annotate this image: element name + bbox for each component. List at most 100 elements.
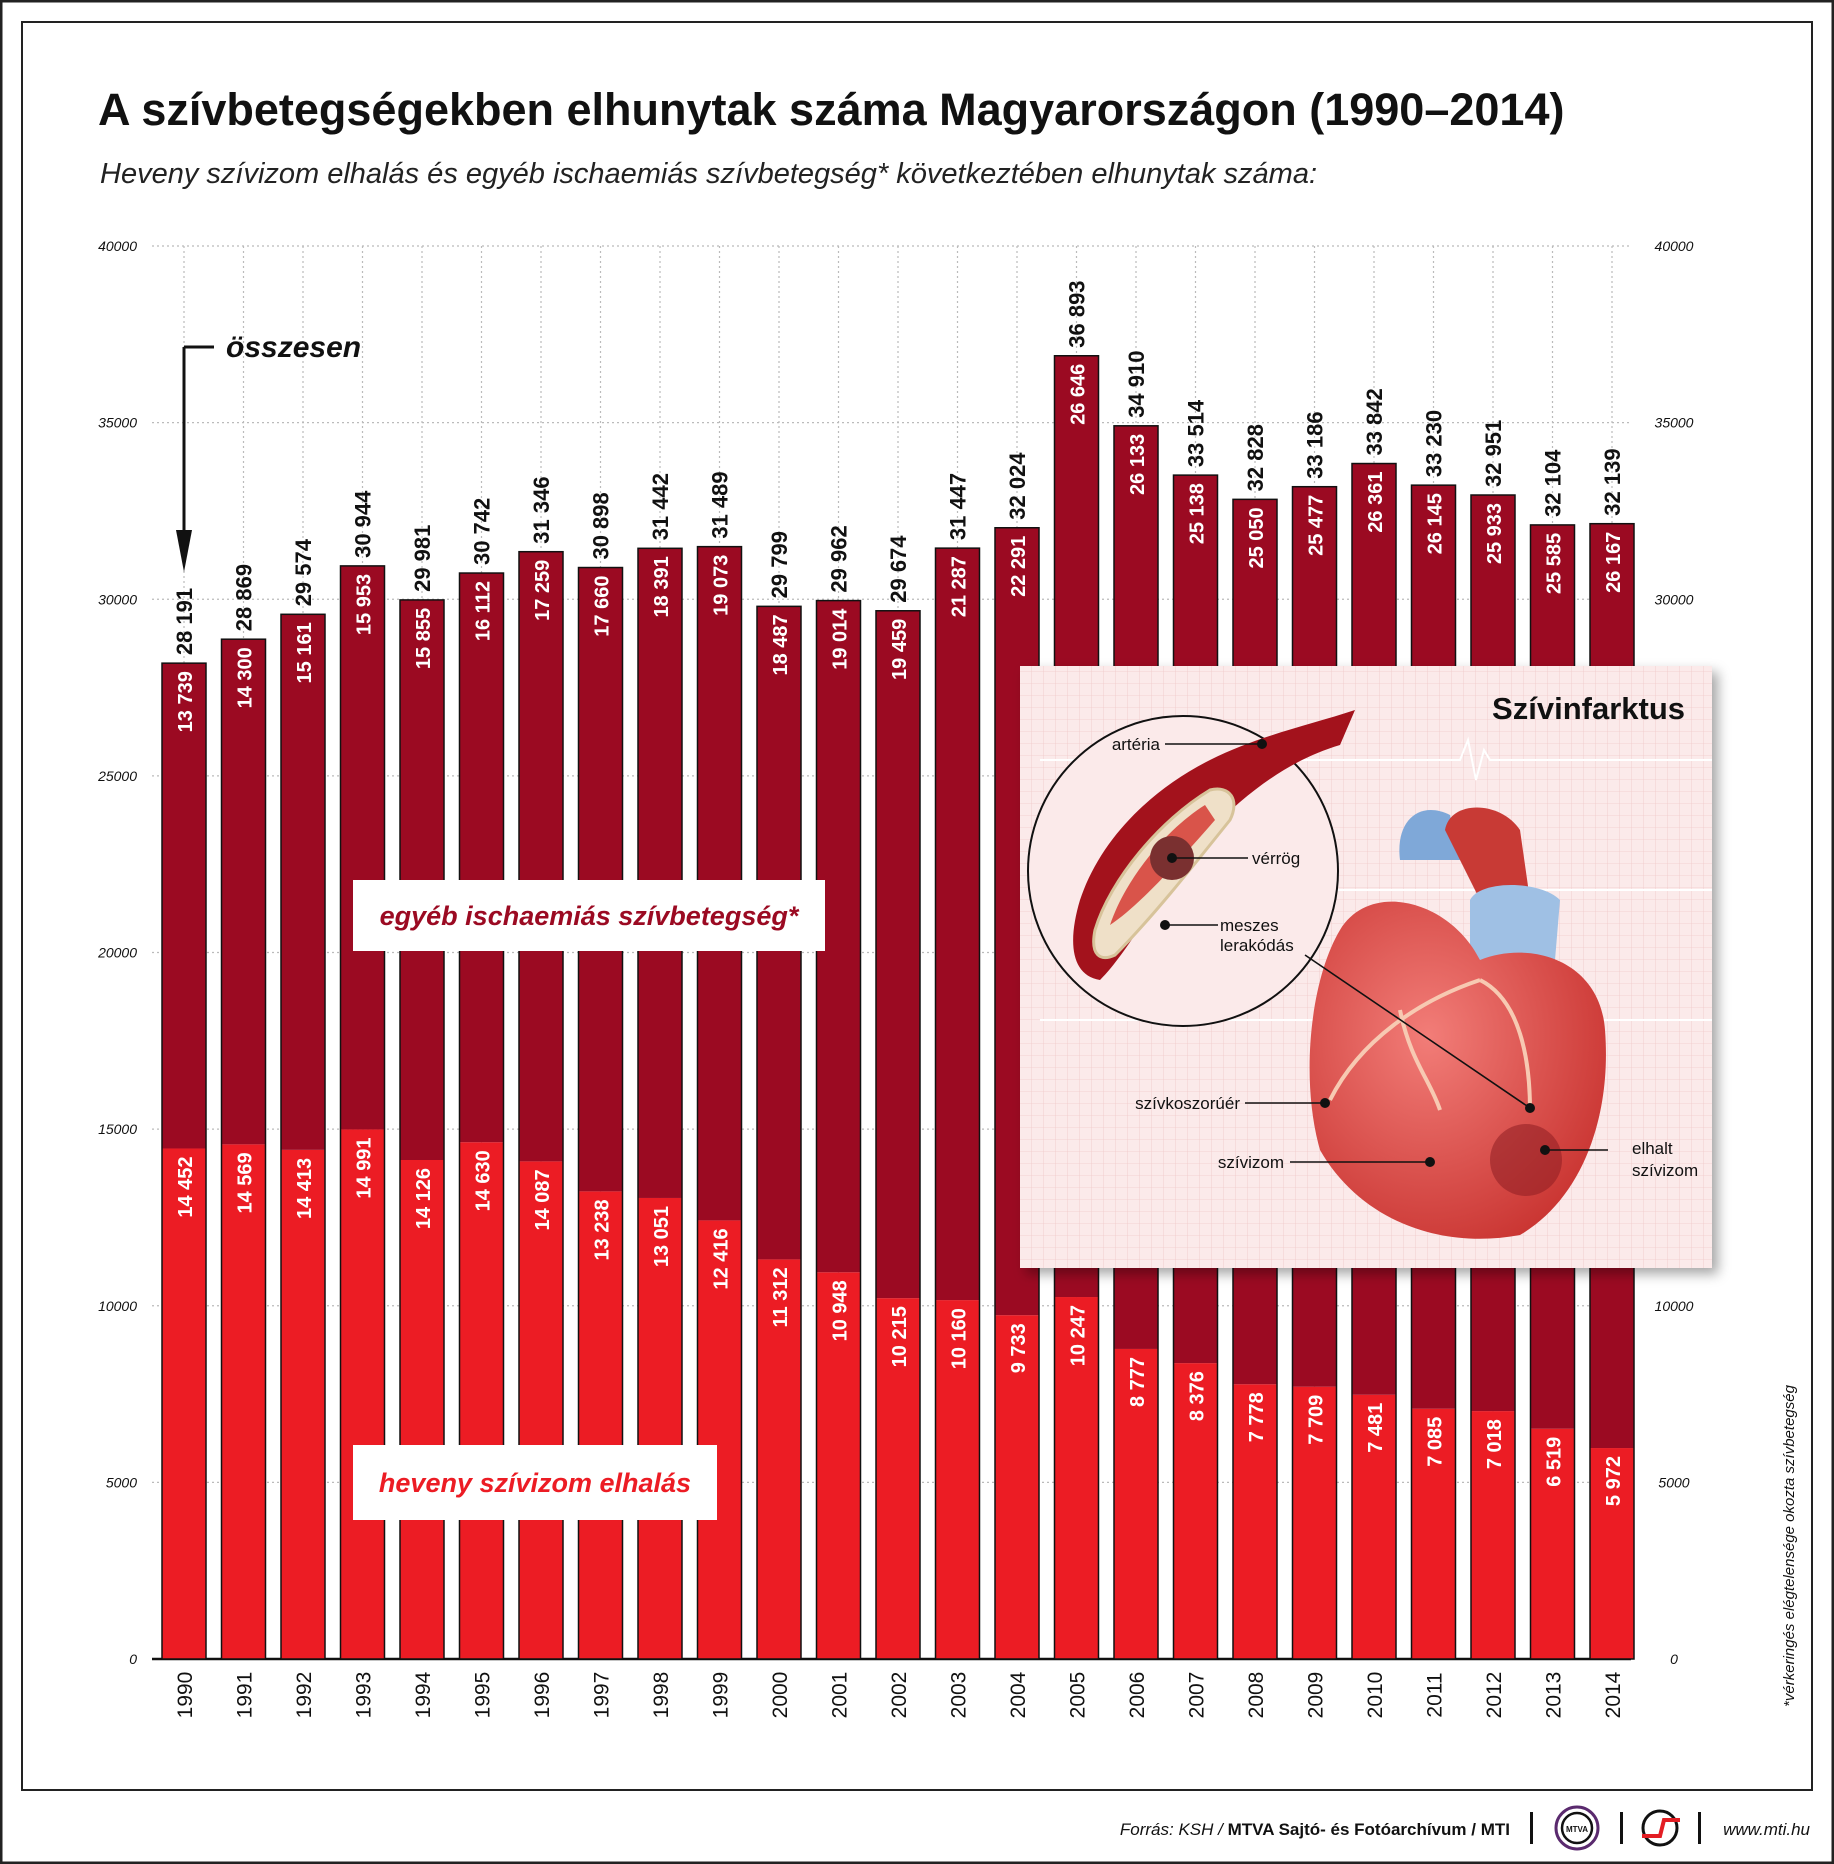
data-label-other: 25 138	[1187, 483, 1209, 544]
mti-logo-mark	[1642, 1818, 1680, 1838]
data-label-total: 31 346	[529, 476, 554, 543]
x-tick-label: 2006	[1126, 1672, 1149, 1719]
totals-callout: összesen	[176, 331, 361, 572]
x-tick-label: 1994	[412, 1671, 435, 1718]
data-label-acute: 14 087	[532, 1169, 554, 1230]
data-label-other: 16 112	[473, 581, 495, 641]
divider	[1698, 1812, 1701, 1844]
data-label-other: 18 487	[770, 614, 792, 675]
bar-acute	[400, 1159, 444, 1659]
bar-outline	[518, 550, 564, 1660]
data-label-total: 31 489	[708, 471, 733, 538]
bar-outline	[934, 547, 981, 1660]
label-verrog: vérrög	[1252, 849, 1300, 868]
mtva-logo-text: MTVA	[1566, 1825, 1588, 1834]
data-label-total: 32 139	[1600, 448, 1625, 515]
bar-outline	[875, 610, 921, 1660]
bar-acute	[995, 1315, 1039, 1659]
y-tick-left: 40000	[98, 238, 137, 254]
data-label-total: 33 230	[1422, 410, 1447, 477]
data-label-other: 25 933	[1484, 503, 1506, 564]
label-meszes: meszes	[1220, 916, 1279, 935]
bar-acute	[1352, 1394, 1396, 1659]
data-label-acute: 12 416	[711, 1228, 733, 1289]
x-tick-label: 2010	[1364, 1672, 1387, 1719]
bar-other	[459, 573, 504, 1143]
data-label-other: 13 739	[175, 671, 197, 732]
vein-icon	[1399, 810, 1460, 860]
leader-dots	[1160, 739, 1550, 1167]
data-label-acute: 7 018	[1484, 1419, 1506, 1469]
bar-outline	[161, 662, 207, 1660]
bar-outline	[458, 572, 505, 1660]
label-arteria: artéria	[1112, 735, 1161, 754]
data-label-acute: 10 215	[889, 1306, 911, 1367]
coronary-artery-icon	[1328, 978, 1532, 1111]
x-tick-label: 2001	[829, 1672, 852, 1719]
data-label-acute: 14 630	[473, 1150, 495, 1211]
data-label-total: 29 674	[886, 535, 911, 603]
label-elhalt-szivizom: szívizom	[1632, 1161, 1698, 1180]
x-tick-label: 2003	[948, 1672, 971, 1719]
data-label-total: 28 869	[232, 564, 257, 631]
x-tick-label: 1998	[650, 1672, 673, 1719]
y-tick-right: 35000	[1655, 415, 1694, 431]
bar-outline	[220, 638, 267, 1660]
data-label-other: 19 014	[830, 608, 852, 670]
bar-acute	[459, 1142, 504, 1659]
data-label-other: 19 459	[889, 619, 911, 680]
source-bold: MTVA Sajtó- és Fotóarchívum / MTI	[1228, 1820, 1510, 1839]
bar-acute	[816, 1272, 861, 1659]
legend-acute: heveny szívizom elhalás	[353, 1445, 717, 1520]
bar-acute	[1054, 1297, 1099, 1659]
bar-acute	[519, 1161, 563, 1659]
bar-other	[519, 551, 563, 1162]
data-label-other: 17 660	[592, 576, 614, 637]
data-label-acute: 8 376	[1187, 1371, 1209, 1421]
label-szivizom: szívizom	[1218, 1153, 1284, 1172]
data-label-acute: 7 709	[1306, 1395, 1328, 1445]
source-text: Forrás: KSH / MTVA Sajtó- és Fotóarchívu…	[1120, 1820, 1510, 1839]
data-label-other: 25 050	[1246, 507, 1268, 568]
website-link[interactable]: www.mti.hu	[1723, 1820, 1810, 1839]
y-tick-left: 30000	[98, 591, 137, 607]
data-label-total: 29 981	[410, 525, 435, 592]
legend-acute-box	[353, 1445, 717, 1520]
bar-acute	[876, 1298, 920, 1659]
label-elhalt: elhalt	[1632, 1139, 1673, 1158]
data-label-other: 19 073	[711, 555, 733, 616]
callout-line	[182, 345, 214, 540]
data-label-acute: 13 238	[592, 1199, 614, 1260]
x-tick-label: 2011	[1424, 1672, 1447, 1717]
y-tick-left: 35000	[98, 415, 137, 431]
leader-lines	[1165, 743, 1608, 1163]
data-label-other: 22 291	[1008, 536, 1030, 597]
bar-acute	[935, 1300, 980, 1659]
divider	[1530, 1812, 1533, 1844]
legend-other-box	[353, 880, 825, 951]
data-label-total: 29 962	[827, 525, 852, 592]
bar-other	[578, 567, 623, 1192]
data-label-total: 32 024	[1005, 452, 1030, 520]
data-label-total: 32 951	[1481, 420, 1506, 487]
data-label-total: 33 186	[1303, 411, 1328, 478]
bar-outline	[577, 566, 624, 1660]
data-label-other: 18 391	[651, 556, 673, 617]
data-label-acute: 5 972	[1603, 1456, 1625, 1506]
subtitle: Heveny szívizom elhalás és egyéb ischaem…	[100, 158, 1317, 190]
x-tick-label: 2008	[1245, 1672, 1268, 1719]
inset-title: Szívinfarktus	[1492, 691, 1685, 726]
bar-acute	[757, 1259, 801, 1659]
bar-acute	[1292, 1386, 1337, 1659]
bar-acute	[578, 1191, 623, 1659]
x-tick-label: 2005	[1067, 1672, 1090, 1719]
mti-logo	[1641, 1809, 1679, 1847]
data-label-total: 29 799	[767, 531, 792, 598]
data-label-total: 34 910	[1124, 351, 1149, 418]
x-tick-label: 1997	[591, 1672, 614, 1719]
inner-frame	[21, 21, 1813, 1791]
data-label-other: 25 477	[1306, 495, 1328, 556]
arrow-down-icon	[176, 530, 192, 572]
data-label-acute: 14 413	[294, 1158, 316, 1219]
data-label-acute: 9 733	[1008, 1323, 1030, 1373]
